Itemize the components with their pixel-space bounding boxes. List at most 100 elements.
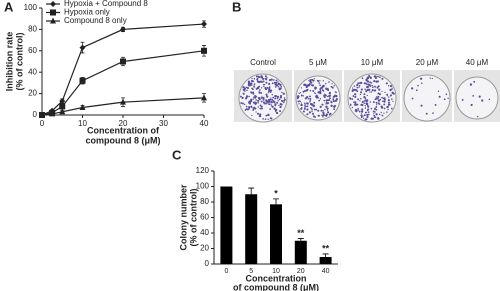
colony [373,75,376,78]
colony [311,84,313,87]
colony [313,101,316,104]
colony [296,95,300,99]
colony [250,105,253,108]
colony [438,95,441,98]
y-axis-label: (% of control) [14,33,24,91]
colony [257,106,259,108]
colony [364,98,367,100]
bar [270,204,282,264]
colony [329,97,331,99]
y-tick-label: 100 [24,3,38,12]
colony [379,98,382,101]
colony [432,112,434,114]
marker [120,26,126,33]
colony [306,108,309,111]
colony [363,114,366,117]
colony [366,99,369,102]
colony [377,117,380,120]
colony [309,99,311,102]
colony [317,109,320,112]
colony [349,97,352,100]
colony [298,92,300,95]
colony [478,95,481,98]
colony [363,93,366,96]
colony [329,94,332,96]
colony [275,111,279,115]
colony [309,89,312,92]
colony [363,95,366,99]
colony [330,100,332,102]
colony [358,84,361,87]
y-axis-label: Colony number [178,184,188,250]
dish-label: Control [250,58,276,67]
colony [272,79,275,81]
colony [351,87,354,89]
colony [255,75,258,78]
dish-label: 40 μM [466,58,489,67]
colony [380,111,382,114]
colony [277,81,279,83]
colony [314,116,316,118]
y-tick-label: 20 [200,244,209,253]
colony [383,103,386,106]
colony [333,94,337,97]
colony [323,93,326,95]
colony [313,78,315,80]
colony [310,107,313,109]
colony [324,114,326,117]
colony [317,114,320,117]
colony [305,96,309,99]
x-tick-label: 40 [200,119,209,128]
colony [271,98,274,101]
colony [250,98,253,101]
colony [310,102,313,106]
colony [445,93,448,96]
bar [319,257,332,264]
colony [377,99,381,102]
colony [420,104,423,107]
colony [354,93,357,96]
colony [363,100,366,102]
colony [373,114,376,117]
error-bar [297,238,304,241]
colony [253,86,256,88]
colony [361,110,364,113]
colony [378,76,381,79]
colony [247,80,251,83]
colony [331,83,333,85]
colony [320,86,323,89]
colony [252,92,255,95]
x-tick-label: 10 [78,119,87,128]
colony [437,90,440,92]
colony [415,89,418,92]
colony [376,104,378,106]
dish [347,73,397,123]
error-bar [273,198,279,205]
colony [322,89,325,92]
colony [370,91,373,93]
panel-label: B [232,0,241,14]
colony [264,75,267,78]
colony [322,116,324,118]
colony [374,85,377,88]
bar [294,240,307,264]
colony [309,111,311,113]
colony [271,93,274,96]
colony [325,102,327,105]
colony [387,103,390,106]
colony [252,80,255,83]
colony [391,87,393,89]
marker [59,108,66,115]
colony [259,107,262,110]
colony [372,101,375,104]
colony [248,84,252,87]
marker [59,98,66,105]
colony [319,80,321,82]
significance-label: ** [297,228,305,238]
colony [273,107,276,110]
colony [305,105,307,108]
colony [368,75,371,78]
marker [49,110,56,117]
colony [380,105,383,108]
colony [319,87,322,90]
